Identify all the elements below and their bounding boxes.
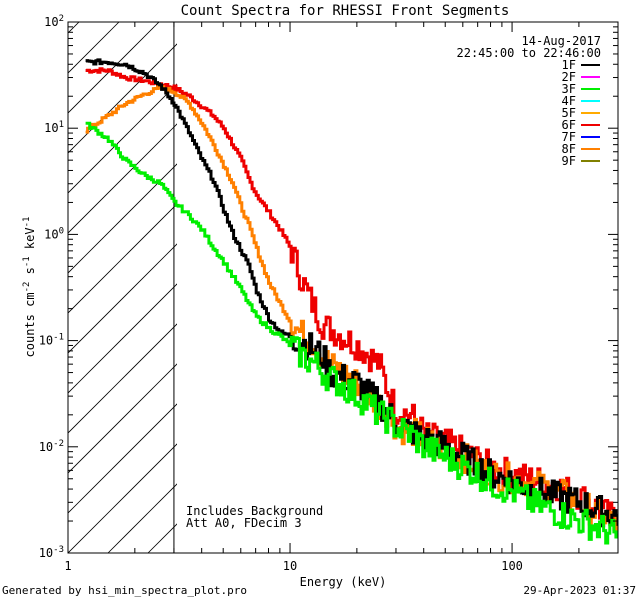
- y-axis-label: counts cm-2 s-1 keV-1: [22, 217, 37, 358]
- time-range-label: 22:45:00 to 22:46:00: [457, 46, 602, 60]
- y-tick-label: 102: [44, 14, 64, 29]
- y-tick-label: 101: [44, 120, 64, 135]
- footer-generated-by: Generated by hsi_min_spectra_plot.pro: [2, 584, 247, 597]
- hatch-line: [68, 443, 177, 553]
- hatch-line: [68, 243, 177, 354]
- hatch-line: [68, 363, 177, 474]
- hatch-line: [68, 43, 177, 154]
- legend-label-8F: 8F: [562, 142, 576, 156]
- hatch-line: [68, 203, 177, 314]
- annotation-attenuator: Att A0, FDecim 3: [186, 516, 302, 530]
- x-axis-label: Energy (keV): [300, 575, 387, 589]
- x-tick-label: 1: [64, 559, 71, 573]
- y-tick-label: 100: [44, 226, 64, 241]
- series-1F: [85, 58, 618, 528]
- y-tick-label: 10-3: [39, 545, 64, 560]
- y-tick-label: 10-1: [39, 333, 64, 348]
- annotation-background: Includes Background: [186, 504, 323, 518]
- series-6F: [85, 67, 618, 534]
- chart-title: Count Spectra for RHESSI Front Segments: [181, 3, 510, 19]
- legend-label-4F: 4F: [562, 94, 576, 108]
- series-layer: [85, 58, 618, 545]
- series-3F: [85, 121, 618, 545]
- x-tick-labels: 1 10 100: [64, 559, 523, 573]
- legend-label-5F: 5F: [562, 106, 576, 120]
- hatch-line: [68, 83, 177, 194]
- legend-label-7F: 7F: [562, 130, 576, 144]
- legend-label-9F: 9F: [562, 154, 576, 168]
- date-label: 14-Aug-2017: [522, 34, 601, 48]
- y-tick-labels: 10-3 10-2 10-1 100 101 102: [39, 14, 64, 560]
- hatch-line: [68, 22, 160, 114]
- y-tick-label: 10-2: [39, 439, 64, 454]
- legend-label-3F: 3F: [562, 82, 576, 96]
- x-tick-label: 100: [501, 559, 523, 573]
- legend-label-1F: 1F: [562, 58, 576, 72]
- axis-ticks: [67, 21, 619, 554]
- legend-label-2F: 2F: [562, 70, 576, 84]
- legend-label-6F: 6F: [562, 118, 576, 132]
- x-tick-label: 10: [283, 559, 297, 573]
- hatch-line: [68, 403, 177, 514]
- footer-timestamp: 29-Apr-2023 01:37: [523, 584, 636, 597]
- plot-frame: [67, 21, 619, 554]
